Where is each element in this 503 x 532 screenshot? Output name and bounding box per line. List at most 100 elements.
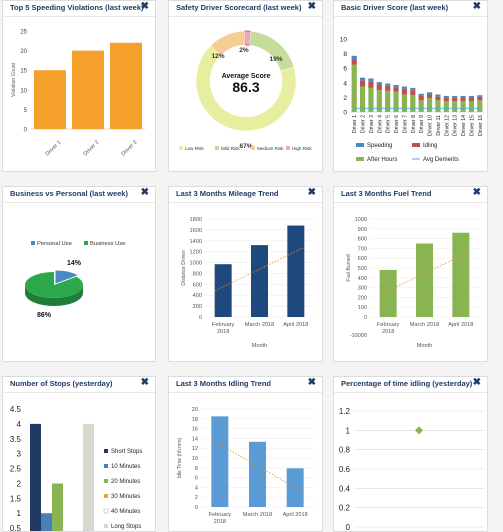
- y-tick-label: 700: [358, 246, 367, 252]
- line-point: [470, 107, 473, 110]
- fuel-trend-card: Last 3 Months Fuel Trend ✖ 0 100 200 300 400…: [333, 186, 488, 362]
- y-tick-label: 8: [195, 466, 198, 472]
- x-tick-label: Driver 2: [361, 115, 367, 133]
- bar-segment: [393, 91, 399, 112]
- legend-swatch: [356, 157, 364, 161]
- y-tick-label: 4: [343, 80, 347, 87]
- close-icon[interactable]: ✖: [140, 377, 149, 388]
- line-point: [403, 107, 406, 110]
- card-title: Last 3 Months Mileage Trend: [176, 189, 279, 198]
- bar-segment: [426, 94, 433, 99]
- close-icon[interactable]: ✖: [307, 187, 316, 198]
- y-tick-label: 0: [24, 128, 28, 134]
- slice-label: 2%: [239, 47, 249, 54]
- bar-segment: [385, 90, 391, 112]
- x-tick-label: February: [209, 512, 232, 518]
- donut-slice: [249, 30, 295, 72]
- y-tick-label: 200: [358, 295, 367, 301]
- bar-segment: [468, 97, 475, 102]
- line-point: [361, 107, 364, 110]
- bar-segment: [376, 82, 382, 85]
- bar-segment: [376, 90, 382, 112]
- line-point: [370, 107, 372, 110]
- close-icon[interactable]: ✖: [140, 187, 149, 198]
- bar-segment: [426, 98, 433, 112]
- card-title: Last 3 Months Fuel Trend: [341, 189, 432, 198]
- y-tick-label: 4: [195, 485, 198, 491]
- line-point: [420, 107, 423, 110]
- legend-swatch: [104, 449, 108, 453]
- y-tick-label: 1600: [190, 228, 202, 234]
- legend-label: Avg Demerits: [423, 157, 459, 163]
- close-icon[interactable]: ✖: [307, 1, 316, 12]
- y-tick-label: 0.2: [339, 504, 351, 513]
- bar: [416, 243, 433, 317]
- divider: [169, 392, 322, 393]
- business-chart: Personal Use Business Use 14% 86%: [25, 241, 125, 319]
- bar: [286, 468, 304, 507]
- y-tick-label: 10: [20, 88, 27, 94]
- close-icon[interactable]: ✖: [472, 187, 481, 198]
- bar-segment: [351, 55, 357, 60]
- mileage-chart: 0 200 400 600 800 1000 1200 1400 1600 1800 Februar…: [181, 217, 314, 349]
- legend-label: 40 Minutes: [111, 509, 140, 515]
- close-icon[interactable]: ✖: [472, 1, 481, 12]
- bar: [211, 416, 229, 507]
- line-point: [428, 107, 431, 110]
- divider: [3, 202, 155, 203]
- close-icon[interactable]: ✖: [472, 377, 481, 388]
- close-icon[interactable]: ✖: [307, 377, 316, 388]
- bar-segment: [393, 84, 399, 88]
- bar-segment: [368, 81, 374, 88]
- y-tick-label: 400: [358, 276, 367, 282]
- x-axis-label: Month: [417, 343, 433, 349]
- y-tick-label: 0.8: [339, 446, 351, 455]
- legend-label: 10 Minutes: [111, 464, 140, 470]
- y-tick-label: 0.5: [10, 524, 22, 532]
- y-tick-label: 1000: [355, 217, 367, 223]
- bar-segment: [410, 95, 416, 112]
- divider: [3, 392, 155, 393]
- y-tick-label: 1800: [190, 217, 202, 223]
- x-axis-label: Month: [252, 343, 268, 349]
- bar-segment: [477, 95, 483, 97]
- y-tick-label: 0: [364, 315, 367, 321]
- bar: [379, 269, 397, 317]
- pie-slice: [25, 272, 84, 298]
- card-title: Safety Driver Scorecard (last week): [176, 3, 302, 12]
- line-point: [386, 107, 389, 110]
- speeding-violations-card: Top 5 Speeding Violations (last week) ✖ …: [2, 0, 156, 172]
- card-title: Basic Driver Score (last week): [341, 3, 449, 12]
- legend-label: Business Use: [90, 241, 125, 247]
- x-tick-label: March 2018: [245, 322, 275, 328]
- center-value: 86.3: [232, 79, 259, 95]
- y-tick-label: 0: [199, 315, 202, 321]
- slice-label: 67%: [239, 143, 252, 150]
- bar-segment: [452, 97, 458, 102]
- bar-segment: [435, 96, 441, 101]
- bar: [30, 423, 41, 531]
- y-tick-label: 18: [192, 417, 198, 423]
- stops-card: Number of Stops (yesterday) ✖ 00.511.522…: [2, 376, 156, 532]
- bar-segment: [418, 95, 424, 101]
- mileage-trend-card: Last 3 Months Mileage Trend ✖ 0 200 400 600…: [168, 186, 323, 362]
- x-tick-label: April 2018: [448, 322, 473, 328]
- x-tick-label: Driver 1: [352, 115, 358, 133]
- y-tick-label: 25: [20, 30, 27, 36]
- bar-segment: [393, 87, 399, 92]
- y-tick-label: 400: [193, 293, 202, 299]
- bar: [83, 423, 94, 531]
- y-tick-label: 20: [192, 407, 198, 413]
- line-point: [437, 107, 439, 110]
- x-tick-label: Driver 6: [394, 115, 400, 133]
- y-tick-label: 12: [192, 446, 198, 452]
- bar-segment: [351, 59, 357, 65]
- x-tick-label-year: 2018: [382, 329, 394, 335]
- safety-scorecard-card: Safety Driver Scorecard (last week) ✖ 67…: [168, 0, 323, 172]
- y-tick-label: 4.5: [10, 405, 22, 414]
- legend-label: After Hours: [367, 157, 397, 163]
- close-icon[interactable]: ✖: [140, 1, 149, 12]
- x-tick-label: Driver 8: [411, 115, 417, 133]
